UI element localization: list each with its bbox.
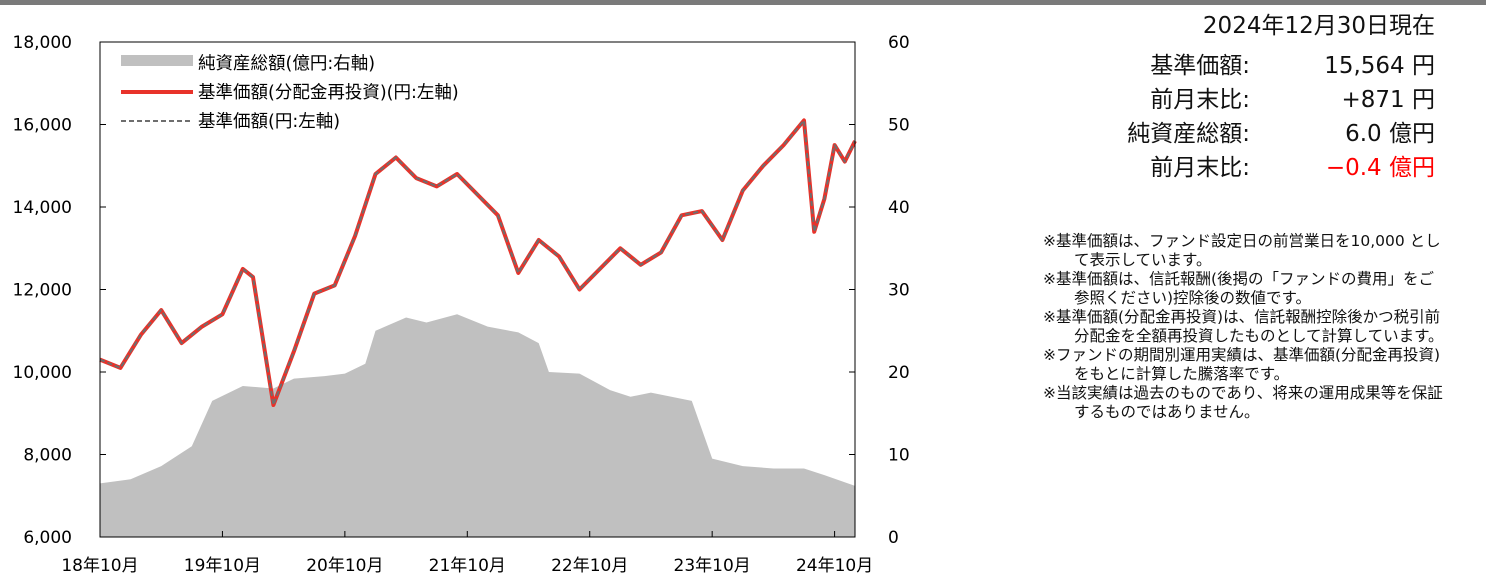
y-left-tick-label: 6,000 [23,528,72,548]
line-layer [99,118,857,407]
x-tick-label: 18年10月 [61,556,138,576]
y-left-tick-label: 14,000 [13,198,72,218]
y-right-tick-label: 40 [888,198,910,218]
x-tick-label: 24年10月 [796,556,873,576]
legend-label-nav: 基準価額(円:左軸) [198,112,340,132]
area-layer [100,314,855,537]
y-left-tick-label: 18,000 [13,33,72,53]
y-right-tick-label: 10 [888,446,910,466]
assets-value: 6.0 億円 [1345,121,1435,147]
series-line-nav [99,119,856,406]
assets-change-value: −0.4 億円 [1325,155,1435,181]
footnote: ※基準価額は、ファンド設定日の前営業日を10,000 として表示しています。 [1043,232,1441,269]
series-area-total-assets [100,314,855,537]
assets-row: 純資産総額: 6.0 億円 [1035,114,1435,147]
nav-change-value: +871 円 [1341,87,1435,113]
footnote: ※基準価額は、信託報酬(後掲の「ファンドの費用」をご参照ください)控除後の数値で… [1043,270,1435,307]
nav-label: 基準価額: [1150,53,1250,79]
legend-label-reinvested: 基準価額(分配金再投資)(円:左軸) [198,83,459,103]
footnotes: ※基準価額は、ファンド設定日の前営業日を10,000 として表示しています。 ※… [1043,232,1448,422]
x-tick-label: 22年10月 [551,556,628,576]
y-left-tick-label: 10,000 [13,363,72,383]
top-border-line [0,0,1486,5]
x-tick-label: 23年10月 [674,556,751,576]
nav-change-row: 前月末比: +871 円 [1035,80,1435,113]
footnote: ※当該実績は過去のものであり、将来の運用成果等を保証するものではありません。 [1043,384,1443,421]
nav-chart: 6,000 8,000 10,000 12,000 14,000 16,000 18,000… [13,33,910,576]
legend-swatch-area [121,55,193,66]
footnote: ※基準価額(分配金再投資)は、信託報酬控除後かつ税引前分配金を全額再投資したもの… [1043,308,1444,345]
assets-change-row: 前月末比: −0.4 億円 [1035,148,1435,181]
y-right-tick-label: 0 [888,528,899,548]
x-tick-label: 19年10月 [184,556,261,576]
nav-change-label: 前月末比: [1150,87,1250,113]
y-left-tick-label: 16,000 [13,116,72,136]
assets-change-label: 前月末比: [1150,155,1250,181]
assets-label: 純資産総額: [1127,121,1250,147]
legend-label-area: 純資産総額(億円:右軸) [198,54,375,74]
y-right-tick-label: 30 [888,281,910,301]
x-tick-label: 20年10月 [306,556,383,576]
axes-layer: 6,000 8,000 10,000 12,000 14,000 16,000 18,000… [13,33,910,576]
y-right-tick-label: 60 [888,33,910,53]
y-right-tick-label: 20 [888,363,910,383]
x-tick-label: 21年10月 [429,556,506,576]
chart-legend: 純資産総額(億円:右軸) 基準価額(分配金再投資)(円:左軸) 基準価額(円:左… [121,54,459,132]
nav-row: 基準価額: 15,564 円 [1035,46,1435,79]
footnote: ※ファンドの期間別運用実績は、基準価額(分配金再投資)をもとに計算した騰落率です… [1043,346,1441,383]
y-left-tick-label: 12,000 [13,281,72,301]
nav-value: 15,564 円 [1324,53,1435,79]
as-of-date: 2024年12月30日現在 [1202,13,1435,39]
y-left-tick-label: 8,000 [23,446,72,466]
y-right-tick-label: 50 [888,116,910,136]
